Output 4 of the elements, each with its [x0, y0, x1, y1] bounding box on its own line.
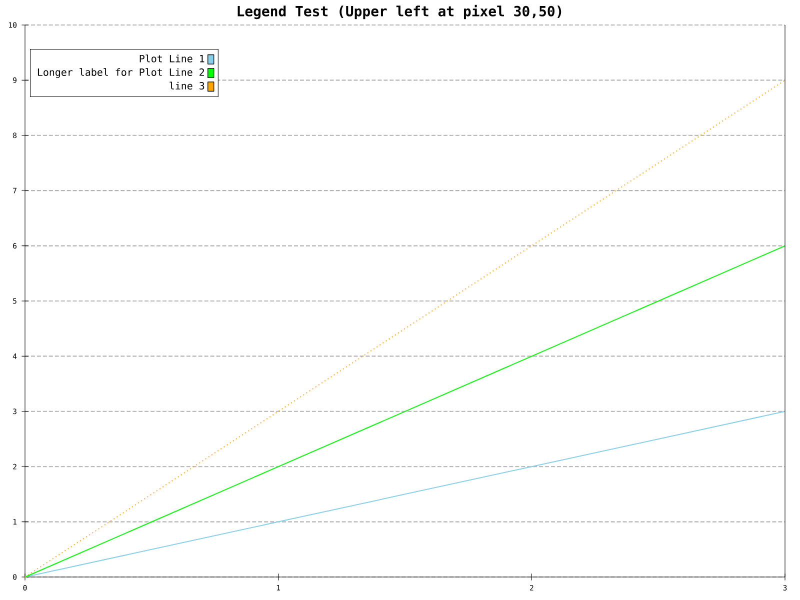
legend-label: Plot Line 1 [140, 54, 204, 62]
legend-label: Longer label for Plot Line 2 [38, 68, 204, 78]
legend-label: line 3 [170, 82, 204, 90]
chart-title: Legend Test (Upper left at pixel 30,50) [238, 4, 562, 20]
